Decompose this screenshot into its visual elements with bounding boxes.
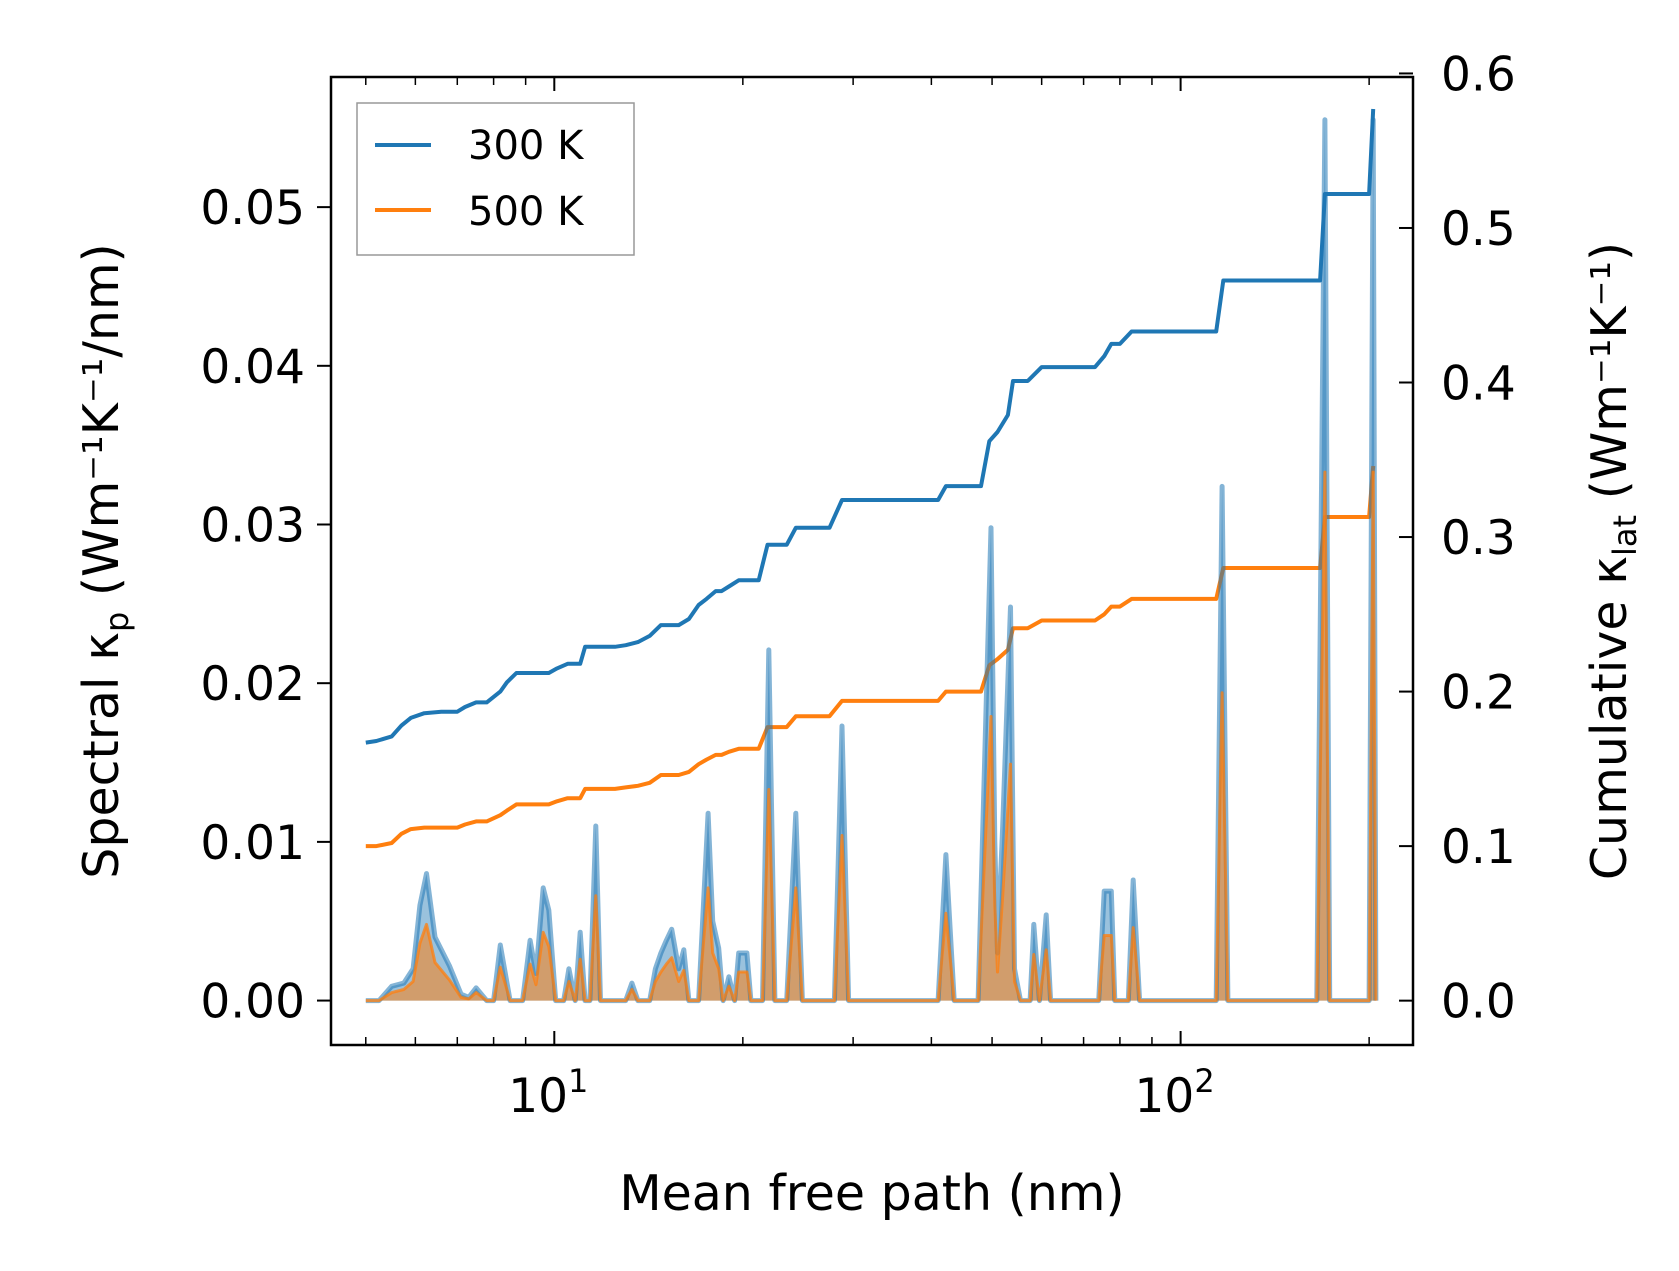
x-axis-label: Mean free path (nm) — [619, 1165, 1124, 1222]
cumulative-line-300k — [365, 108, 1376, 745]
plot-frame — [329, 75, 1415, 1047]
y2-axis-label-main: Cumulative κ — [1581, 556, 1638, 880]
y-axis-label-unit: (Wm⁻¹K⁻¹/nm) — [73, 243, 130, 611]
y2-tick-label: 0.1 — [1441, 820, 1516, 875]
cumulative-lines — [365, 108, 1376, 849]
x-tick-label-base: 10 — [1135, 1069, 1195, 1124]
y2-tick-label: 0.3 — [1441, 511, 1516, 566]
x-tick-label: 102 — [1135, 1062, 1215, 1124]
cumulative-line-500k — [365, 465, 1376, 849]
y-tick-label: 0.05 — [200, 181, 305, 236]
axis-tick-labels: 101 1020.000.010.020.030.040.050.00.10.20… — [200, 47, 1515, 1124]
y-axis-label-main: Spectral κ — [73, 632, 130, 879]
y-tick-label: 0.00 — [200, 975, 305, 1030]
y-tick-label: 0.03 — [200, 499, 305, 554]
y-tick-label: 0.02 — [200, 657, 305, 712]
y-tick-label: 0.04 — [200, 340, 305, 395]
y-tick-label: 0.01 — [200, 816, 305, 871]
y2-axis-label: Cumulative κlat (Wm⁻¹K⁻¹) — [1581, 242, 1644, 880]
y-axis-label: Spectral κp (Wm⁻¹K⁻¹/nm) — [73, 243, 136, 879]
y2-tick-label: 0.2 — [1441, 666, 1516, 721]
legend-label-300k: 300 K — [468, 123, 585, 169]
y2-tick-label: 0.0 — [1441, 975, 1516, 1030]
x-tick-label: 101 — [508, 1062, 588, 1124]
y2-tick-label: 0.5 — [1441, 202, 1516, 257]
spectral-line-500k — [365, 470, 1378, 1003]
y2-axis-label-sub: lat — [1606, 515, 1644, 556]
legend-label-500k: 500 K — [468, 189, 585, 235]
legend-box — [356, 102, 635, 256]
spectral-lines — [365, 117, 1379, 1004]
x-tick-label-exponent: 2 — [1194, 1062, 1214, 1100]
y2-axis-label-unit: (Wm⁻¹K⁻¹) — [1581, 242, 1638, 515]
axis-ticks — [317, 72, 1413, 1045]
y2-tick-label: 0.6 — [1441, 47, 1516, 102]
x-tick-label-base: 10 — [508, 1069, 568, 1124]
legend: 300 K 500 K — [356, 102, 635, 256]
y-axis-label-sub: p — [98, 612, 136, 632]
x-tick-label-exponent: 1 — [568, 1062, 588, 1100]
y2-tick-label: 0.4 — [1441, 357, 1516, 412]
spectral-line-300k — [365, 117, 1379, 1004]
